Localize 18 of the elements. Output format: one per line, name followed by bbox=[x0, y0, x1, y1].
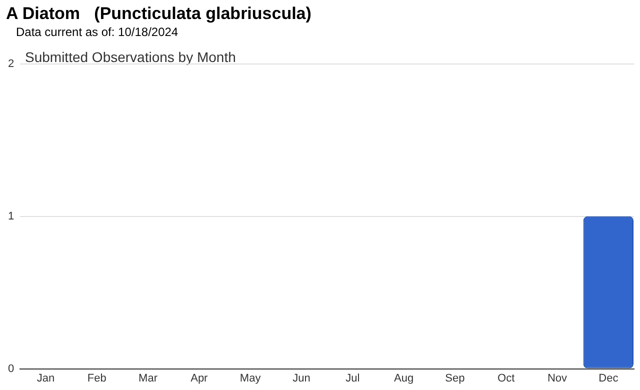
x-tick-label: Nov bbox=[547, 372, 568, 384]
chart-title: A Diatom (Puncticulata glabriuscula) bbox=[6, 4, 312, 24]
x-tick-label: Feb bbox=[87, 372, 106, 384]
x-tick-label: Jul bbox=[346, 372, 360, 384]
y-tick-label: 1 bbox=[8, 210, 14, 222]
y-tick-label: 0 bbox=[8, 362, 14, 375]
x-tick-label: Dec bbox=[598, 372, 619, 384]
x-tick-label: May bbox=[240, 372, 262, 384]
x-tick-label: Oct bbox=[498, 372, 515, 384]
chart-subtitle: Data current as of: 10/18/2024 bbox=[16, 25, 178, 39]
x-tick-label: Mar bbox=[138, 372, 158, 384]
x-tick-label: Jan bbox=[36, 372, 55, 384]
x-tick-label: Apr bbox=[190, 372, 208, 384]
x-tick-label: Aug bbox=[394, 372, 414, 384]
y-tick-label: 2 bbox=[8, 58, 14, 70]
x-tick-label: Sep bbox=[445, 372, 465, 384]
annotation: Submitted Observations by Month bbox=[25, 49, 236, 65]
x-tick-label: Jun bbox=[292, 372, 310, 384]
